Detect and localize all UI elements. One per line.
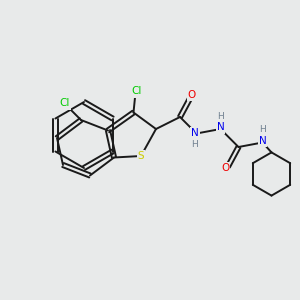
Text: H: H bbox=[217, 112, 224, 121]
Text: O: O bbox=[221, 163, 229, 173]
Text: H: H bbox=[259, 125, 266, 134]
Text: N: N bbox=[217, 122, 224, 133]
Text: N: N bbox=[191, 128, 199, 139]
Text: S: S bbox=[138, 151, 144, 161]
Text: Cl: Cl bbox=[131, 86, 142, 97]
Text: Cl: Cl bbox=[59, 98, 70, 109]
Text: N: N bbox=[259, 136, 266, 146]
Text: H: H bbox=[192, 140, 198, 149]
Text: O: O bbox=[188, 89, 196, 100]
